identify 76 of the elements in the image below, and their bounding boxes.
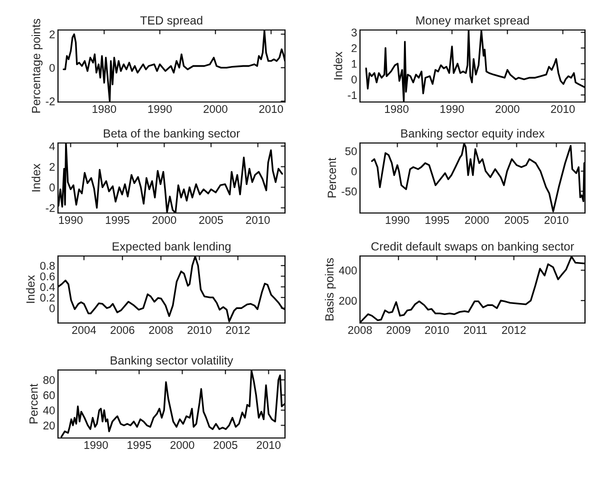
y-tick-label: 0 [49, 184, 55, 192]
y-tick-label: 0.8 [40, 262, 55, 270]
x-tick-label: 1980 [92, 105, 116, 113]
x-tick-label: 2011 [464, 326, 487, 334]
x-tick-label: 2010 [551, 105, 575, 113]
y-tick-label: 0 [351, 76, 357, 84]
y-tick-label: 2 [352, 44, 357, 52]
y-tick-label: 2 [50, 30, 55, 38]
x-tick-label: 2009 [386, 326, 410, 334]
y-tick-label: 1 [352, 60, 357, 68]
y-tick-label: 20 [43, 422, 55, 430]
y-tick-label: 4 [49, 142, 55, 150]
x-tick-label: 2010 [544, 216, 568, 224]
x-tick-label: 2005 [214, 441, 238, 449]
x-tick-label: 2000 [465, 216, 489, 224]
y-tick-label: 50 [345, 147, 357, 156]
y-tick-label: 200 [339, 296, 357, 305]
x-tick-label: 2010 [259, 105, 284, 113]
chart-title: Banking sector equity index [401, 128, 545, 140]
y-axis-title: Percent [328, 158, 336, 198]
x-tick-label: 2012 [226, 326, 250, 334]
y-tick-label: 3 [351, 28, 357, 36]
x-tick-label: 2010 [188, 326, 212, 334]
y-tick-label: -1 [348, 91, 357, 99]
x-tick-label: 2010 [256, 441, 281, 449]
y-tick-label: 0.4 [40, 283, 55, 291]
y-tick-label: -2 [46, 97, 55, 106]
x-tick-label: 1990 [84, 441, 108, 449]
y-tick-label: -50 [342, 188, 357, 196]
x-tick-label: 1990 [386, 216, 410, 224]
x-tick-label: 1995 [106, 216, 130, 224]
y-tick-label: 60 [43, 391, 55, 400]
x-tick-label: 2004 [72, 326, 96, 334]
x-tick-label: 2000 [204, 105, 228, 113]
y-tick-label: 0 [351, 167, 357, 176]
x-tick-label: 1990 [440, 105, 464, 113]
x-tick-label: 1995 [128, 441, 152, 449]
x-tick-label: 2005 [504, 216, 529, 224]
chart-title: Credit default swaps on banking sector [371, 242, 574, 253]
y-tick-label: 0.2 [40, 294, 55, 302]
y-tick-label: 80 [43, 376, 55, 384]
line-series [60, 370, 285, 438]
x-tick-label: 2010 [425, 326, 449, 334]
y-tick-label: 0.6 [40, 272, 55, 280]
x-tick-label: 2000 [496, 105, 520, 113]
x-tick-label: 2010 [246, 216, 270, 224]
y-axis-title: Percentage points [32, 18, 43, 113]
x-tick-label: 2008 [348, 326, 372, 334]
x-tick-label: 2005 [199, 216, 223, 224]
y-tick-label: 2 [50, 162, 55, 171]
y-axis-title: Index [32, 164, 40, 192]
y-axis-title: Basis points [324, 258, 336, 320]
y-axis-title: Index [26, 275, 35, 303]
x-tick-label: 2012 [502, 326, 526, 334]
line-series [58, 143, 284, 213]
x-tick-label: 1990 [148, 105, 172, 113]
chart-title: Money market spread [416, 16, 529, 27]
y-axis-title: Index [334, 52, 342, 80]
line-series [58, 256, 285, 322]
chart-title: Banking sector volatility [110, 356, 234, 367]
x-tick-label: 2000 [152, 216, 176, 224]
x-tick-label: 2006 [110, 326, 134, 334]
x-tick-label: 1995 [426, 216, 450, 224]
y-tick-label: 40 [43, 406, 55, 414]
chart-title: Beta of the banking sector [104, 128, 240, 140]
y-tick-label: 0 [49, 304, 55, 312]
x-tick-label: 2000 [170, 441, 194, 449]
y-tick-label: -2 [46, 204, 55, 212]
chart-title: Expected bank lending [112, 242, 230, 253]
chart-title: TED spread [140, 16, 202, 27]
x-tick-label: 1980 [385, 105, 408, 113]
y-tick-label: 0 [49, 64, 55, 72]
y-axis-title: Percent [30, 384, 38, 424]
x-tick-label: 1990 [59, 216, 83, 224]
x-tick-label: 2008 [149, 326, 173, 334]
y-tick-label: 400 [338, 266, 357, 274]
